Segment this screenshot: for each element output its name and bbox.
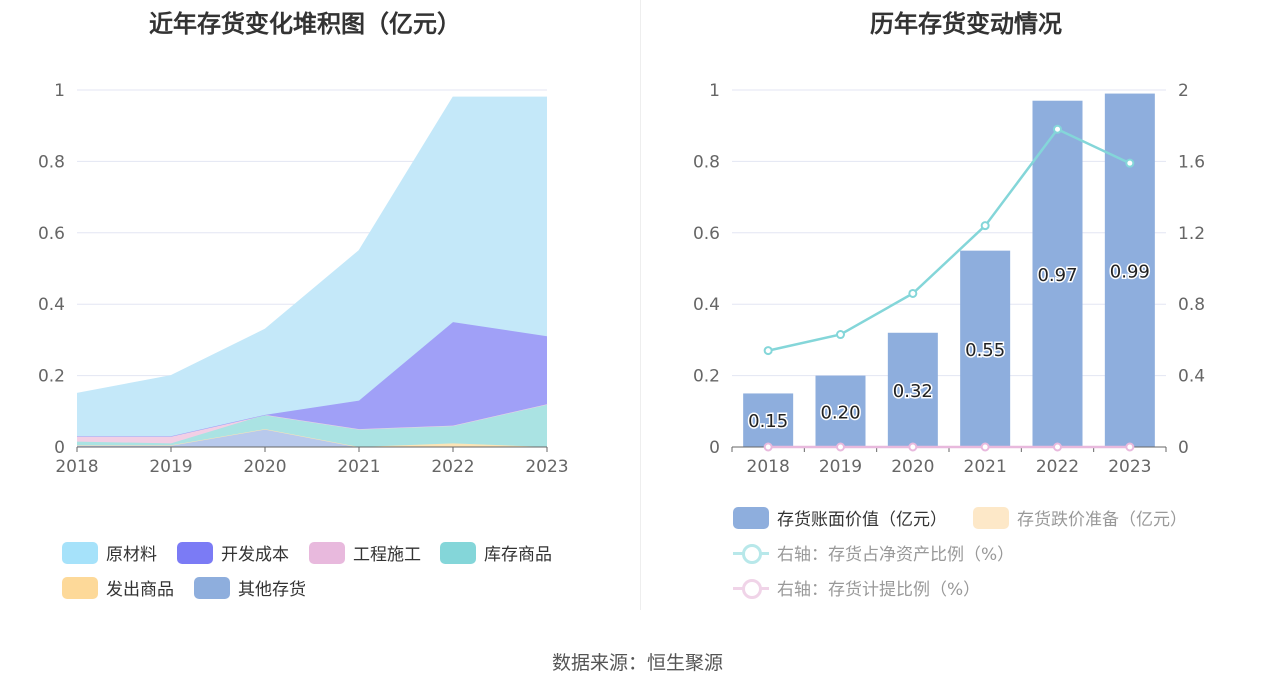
y2-tick-label: 0.8 [1178,295,1205,315]
legend-item-construction[interactable]: 工程施工 [309,540,421,565]
y-tick-label: 1 [709,81,720,101]
line-point [908,442,918,452]
y2-tick-label: 2 [1178,81,1189,101]
bar-data-label: 0.99 [1110,261,1150,282]
line-point [1053,124,1062,134]
y2-tick-label: 1.6 [1178,152,1205,172]
bar-data-label: 0.97 [1037,265,1077,286]
line-point [980,221,990,231]
legend-item-other-inventory[interactable]: 其他存货 [194,575,306,600]
legend-item-impairment[interactable]: 存货跌价准备（亿元） [973,505,1187,530]
y-tick-label: 0.4 [693,295,720,315]
bar [815,375,866,447]
legend-swatch [62,541,98,564]
x-tick-label: 2023 [1108,457,1151,477]
legend-swatch [62,576,98,599]
legend-item-book-value[interactable]: 存货账面价值（亿元） [733,505,947,530]
legend-line-swatch [733,542,769,564]
x-tick-label: 2022 [431,457,474,477]
bar-data-label: 0.20 [820,402,860,423]
chart-divider [640,0,641,610]
bar-line-chart: 0 0.2 0.4 0.6 0.8 1 0 0.4 0.8 1.2 1.6 2 0.15 0.20 0.32… [693,81,1205,477]
y2-tick-label: 0 [1178,438,1189,458]
bar [1104,93,1155,447]
legend-label: 工程施工 [353,545,421,565]
legend-label: 存货跌价准备（亿元） [1017,510,1187,530]
legend-item-raw-material[interactable]: 原材料 [62,540,157,565]
y2-tick-label: 0.4 [1178,367,1205,387]
line-point [1125,442,1135,452]
legend-label: 发出商品 [106,580,174,600]
y-tick-label: 1 [54,81,65,101]
legend-swatch [440,541,476,564]
legend-label: 右轴：存货计提比例（%） [777,580,981,600]
legend-item-development-cost[interactable]: 开发成本 [177,540,289,565]
line-point [1125,158,1135,168]
x-tick-label: 2021 [337,457,380,477]
y-tick-label: 0.2 [38,367,65,387]
area-series [77,429,547,447]
x-tick-label: 2019 [819,457,862,477]
line-point [836,330,845,340]
legend-label: 其他存货 [238,580,306,600]
bar [887,332,938,447]
x-tick-label: 2020 [891,457,934,477]
line-point [980,442,990,452]
legend-swatch [177,541,213,564]
line-series [767,127,1131,352]
area-series [77,97,547,437]
data-source: 数据来源：恒生聚源 [551,652,723,674]
line-point [908,288,918,298]
legend-swatch [973,506,1009,529]
bar [960,250,1011,447]
line-point [1053,442,1062,452]
legend-item-provision-ratio[interactable]: 右轴：存货计提比例（%） [733,575,980,600]
x-tick-label: 2023 [525,457,568,477]
y-tick-label: 0.6 [693,224,720,244]
area-series-edge [76,96,547,394]
legend-item-inventory-goods[interactable]: 库存商品 [440,540,552,565]
y-tick-label: 0.8 [38,152,65,172]
y2-tick-label: 1.2 [1178,224,1205,244]
legend-label: 原材料 [106,545,157,565]
bar-data-label: 0.15 [748,411,788,432]
legend-line-swatch [733,577,769,599]
legend-swatch [309,541,345,564]
area-series [77,322,547,437]
legend-item-shipped-goods[interactable]: 发出商品 [62,575,174,600]
legend-label: 存货账面价值（亿元） [777,510,947,530]
line-point [763,442,773,452]
y-tick-label: 0.8 [693,152,720,172]
stacked-area-chart: 0 0.2 0.4 0.6 0.8 1 2018 2019 2020 2021 2022 2023 [38,81,569,477]
x-tick-label: 2021 [964,457,1007,477]
legend-item-net-asset-ratio[interactable]: 右轴：存货占净资产比例（%） [733,540,1014,565]
legend-swatch [733,506,769,529]
x-tick-label: 2022 [1036,457,1079,477]
bar-data-label: 0.32 [893,381,933,402]
line-point [763,346,773,356]
x-tick-label: 2020 [243,457,286,477]
y-tick-label: 0.6 [38,224,65,244]
legend-label: 开发成本 [221,545,289,565]
y-tick-label: 0 [709,438,720,458]
bar [1032,100,1083,448]
legend-swatch [194,576,230,599]
x-tick-label: 2019 [149,457,192,477]
legend-label: 右轴：存货占净资产比例（%） [777,545,1015,565]
legend-label: 库存商品 [484,545,552,565]
right-chart-title: 历年存货变动情况 [870,10,1062,38]
x-tick-label: 2018 [747,457,790,477]
y-tick-label: 0 [54,438,65,458]
x-tick-label: 2018 [55,457,98,477]
bar-data-label: 0.55 [965,340,1005,361]
area-series [77,404,547,444]
line-point [836,442,845,452]
bar [743,393,794,447]
y-tick-label: 0.4 [38,295,65,315]
y-tick-label: 0.2 [693,367,720,387]
left-chart-title: 近年存货变化堆积图（亿元） [149,10,461,38]
